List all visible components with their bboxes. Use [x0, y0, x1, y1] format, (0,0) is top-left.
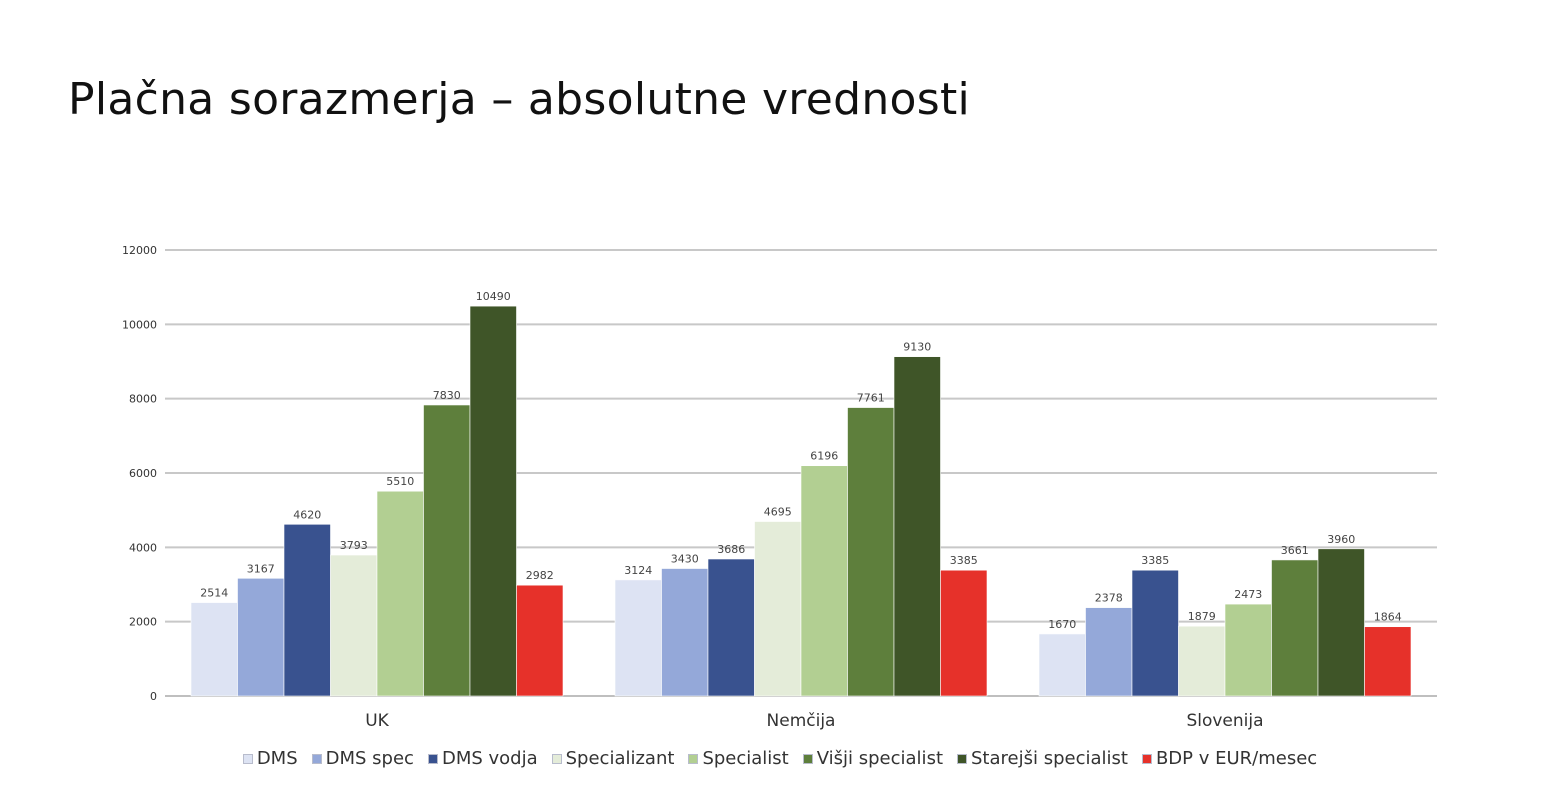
data-label: 7830 [433, 389, 461, 402]
data-label: 2378 [1095, 592, 1123, 605]
legend-label: Višji specialist [816, 748, 943, 769]
data-label: 3385 [950, 554, 978, 567]
legend-item: Višji specialist [802, 748, 943, 769]
data-label: 2514 [200, 587, 228, 600]
legend-item: Starejši specialist [957, 748, 1128, 769]
data-label: 3430 [671, 553, 699, 566]
legend-item: DMS vodja [427, 748, 538, 769]
bar [1271, 559, 1319, 697]
slide-title: Plačna sorazmerja – absolutne vrednosti [68, 74, 971, 125]
y-tick-label: 2000 [129, 616, 157, 629]
y-tick-label: 10000 [122, 318, 157, 331]
bar [1317, 548, 1365, 697]
y-tick-label: 0 [150, 690, 157, 703]
bars [190, 305, 1412, 697]
bar-chart: 0 2000 4000 6000 8000 10000 12000 2514 3167 4620… [122, 244, 1437, 731]
data-labels: 2514 3167 4620 3793 5510 7830 10490 2982 3124 343… [200, 290, 1402, 631]
legend-item: DMS [242, 748, 298, 769]
legend-label: DMS spec [325, 748, 414, 769]
bar [1085, 607, 1133, 697]
x-axis-categories: UK Nemčija Slovenija [365, 711, 1263, 731]
bar [1364, 626, 1412, 697]
bar [800, 465, 848, 697]
bar [283, 523, 331, 697]
data-label: 2982 [526, 569, 554, 582]
legend-swatch [551, 753, 562, 764]
bar [330, 554, 378, 697]
bar [376, 490, 424, 697]
bar [1131, 569, 1179, 697]
data-label: 3960 [1327, 533, 1355, 546]
data-label: 3167 [247, 562, 275, 575]
legend-label: Specializant [565, 748, 675, 769]
legend-swatch [688, 753, 699, 764]
legend-label: Starejši specialist [971, 748, 1128, 769]
bar [614, 579, 662, 697]
bar [847, 407, 895, 697]
bar [1224, 603, 1272, 697]
bar [1178, 625, 1226, 697]
legend-item: DMS spec [311, 748, 414, 769]
legend-swatch [957, 753, 967, 764]
legend-swatch [242, 753, 253, 764]
legend-swatch [1141, 753, 1152, 764]
y-tick-label: 12000 [122, 244, 157, 257]
legend-label: DMS vodja [441, 748, 538, 769]
y-axis-ticks: 0 2000 4000 6000 8000 10000 12000 [122, 244, 157, 703]
data-label: 3124 [624, 564, 652, 577]
data-label: 3385 [1141, 554, 1169, 567]
data-label: 1864 [1374, 611, 1402, 624]
bar [707, 558, 755, 697]
x-category-label: Slovenija [1186, 711, 1263, 731]
bar [190, 602, 238, 697]
x-category-label: Nemčija [767, 711, 836, 731]
legend-label: Specialist [702, 748, 789, 769]
bar [893, 356, 941, 697]
data-label: 1670 [1048, 618, 1076, 631]
bar [940, 569, 988, 697]
x-category-label: UK [365, 711, 389, 731]
data-label: 3793 [340, 539, 368, 552]
y-tick-label: 4000 [129, 541, 157, 554]
data-label: 5510 [386, 475, 414, 488]
legend-swatch [427, 753, 438, 764]
bar [754, 521, 802, 697]
data-label: 6196 [810, 450, 838, 463]
y-tick-label: 8000 [129, 393, 157, 406]
legend-label: DMS [256, 748, 298, 769]
data-label: 4695 [764, 506, 792, 519]
data-label: 10490 [476, 290, 511, 303]
bar [237, 577, 285, 697]
legend-item: Specializant [551, 748, 675, 769]
bar [661, 568, 709, 697]
data-label: 7761 [857, 392, 885, 405]
bar [516, 584, 564, 697]
data-label: 3686 [717, 543, 745, 556]
bar [469, 305, 517, 697]
legend-swatch [311, 753, 322, 764]
legend-swatch [802, 753, 813, 764]
legend-label: BDP v EUR/mesec [1155, 748, 1318, 769]
y-tick-label: 6000 [129, 467, 157, 480]
data-label: 1879 [1188, 610, 1216, 623]
data-label: 2473 [1234, 588, 1262, 601]
bar [423, 404, 471, 697]
data-label: 3661 [1281, 544, 1309, 557]
bar [1038, 633, 1086, 697]
data-label: 9130 [903, 341, 931, 354]
legend-item: Specialist [688, 748, 789, 769]
chart-legend: DMS DMS spec DMS vodja Specializant Speciali… [0, 748, 1560, 769]
data-label: 4620 [293, 508, 321, 521]
legend-item: BDP v EUR/mesec [1141, 748, 1318, 769]
